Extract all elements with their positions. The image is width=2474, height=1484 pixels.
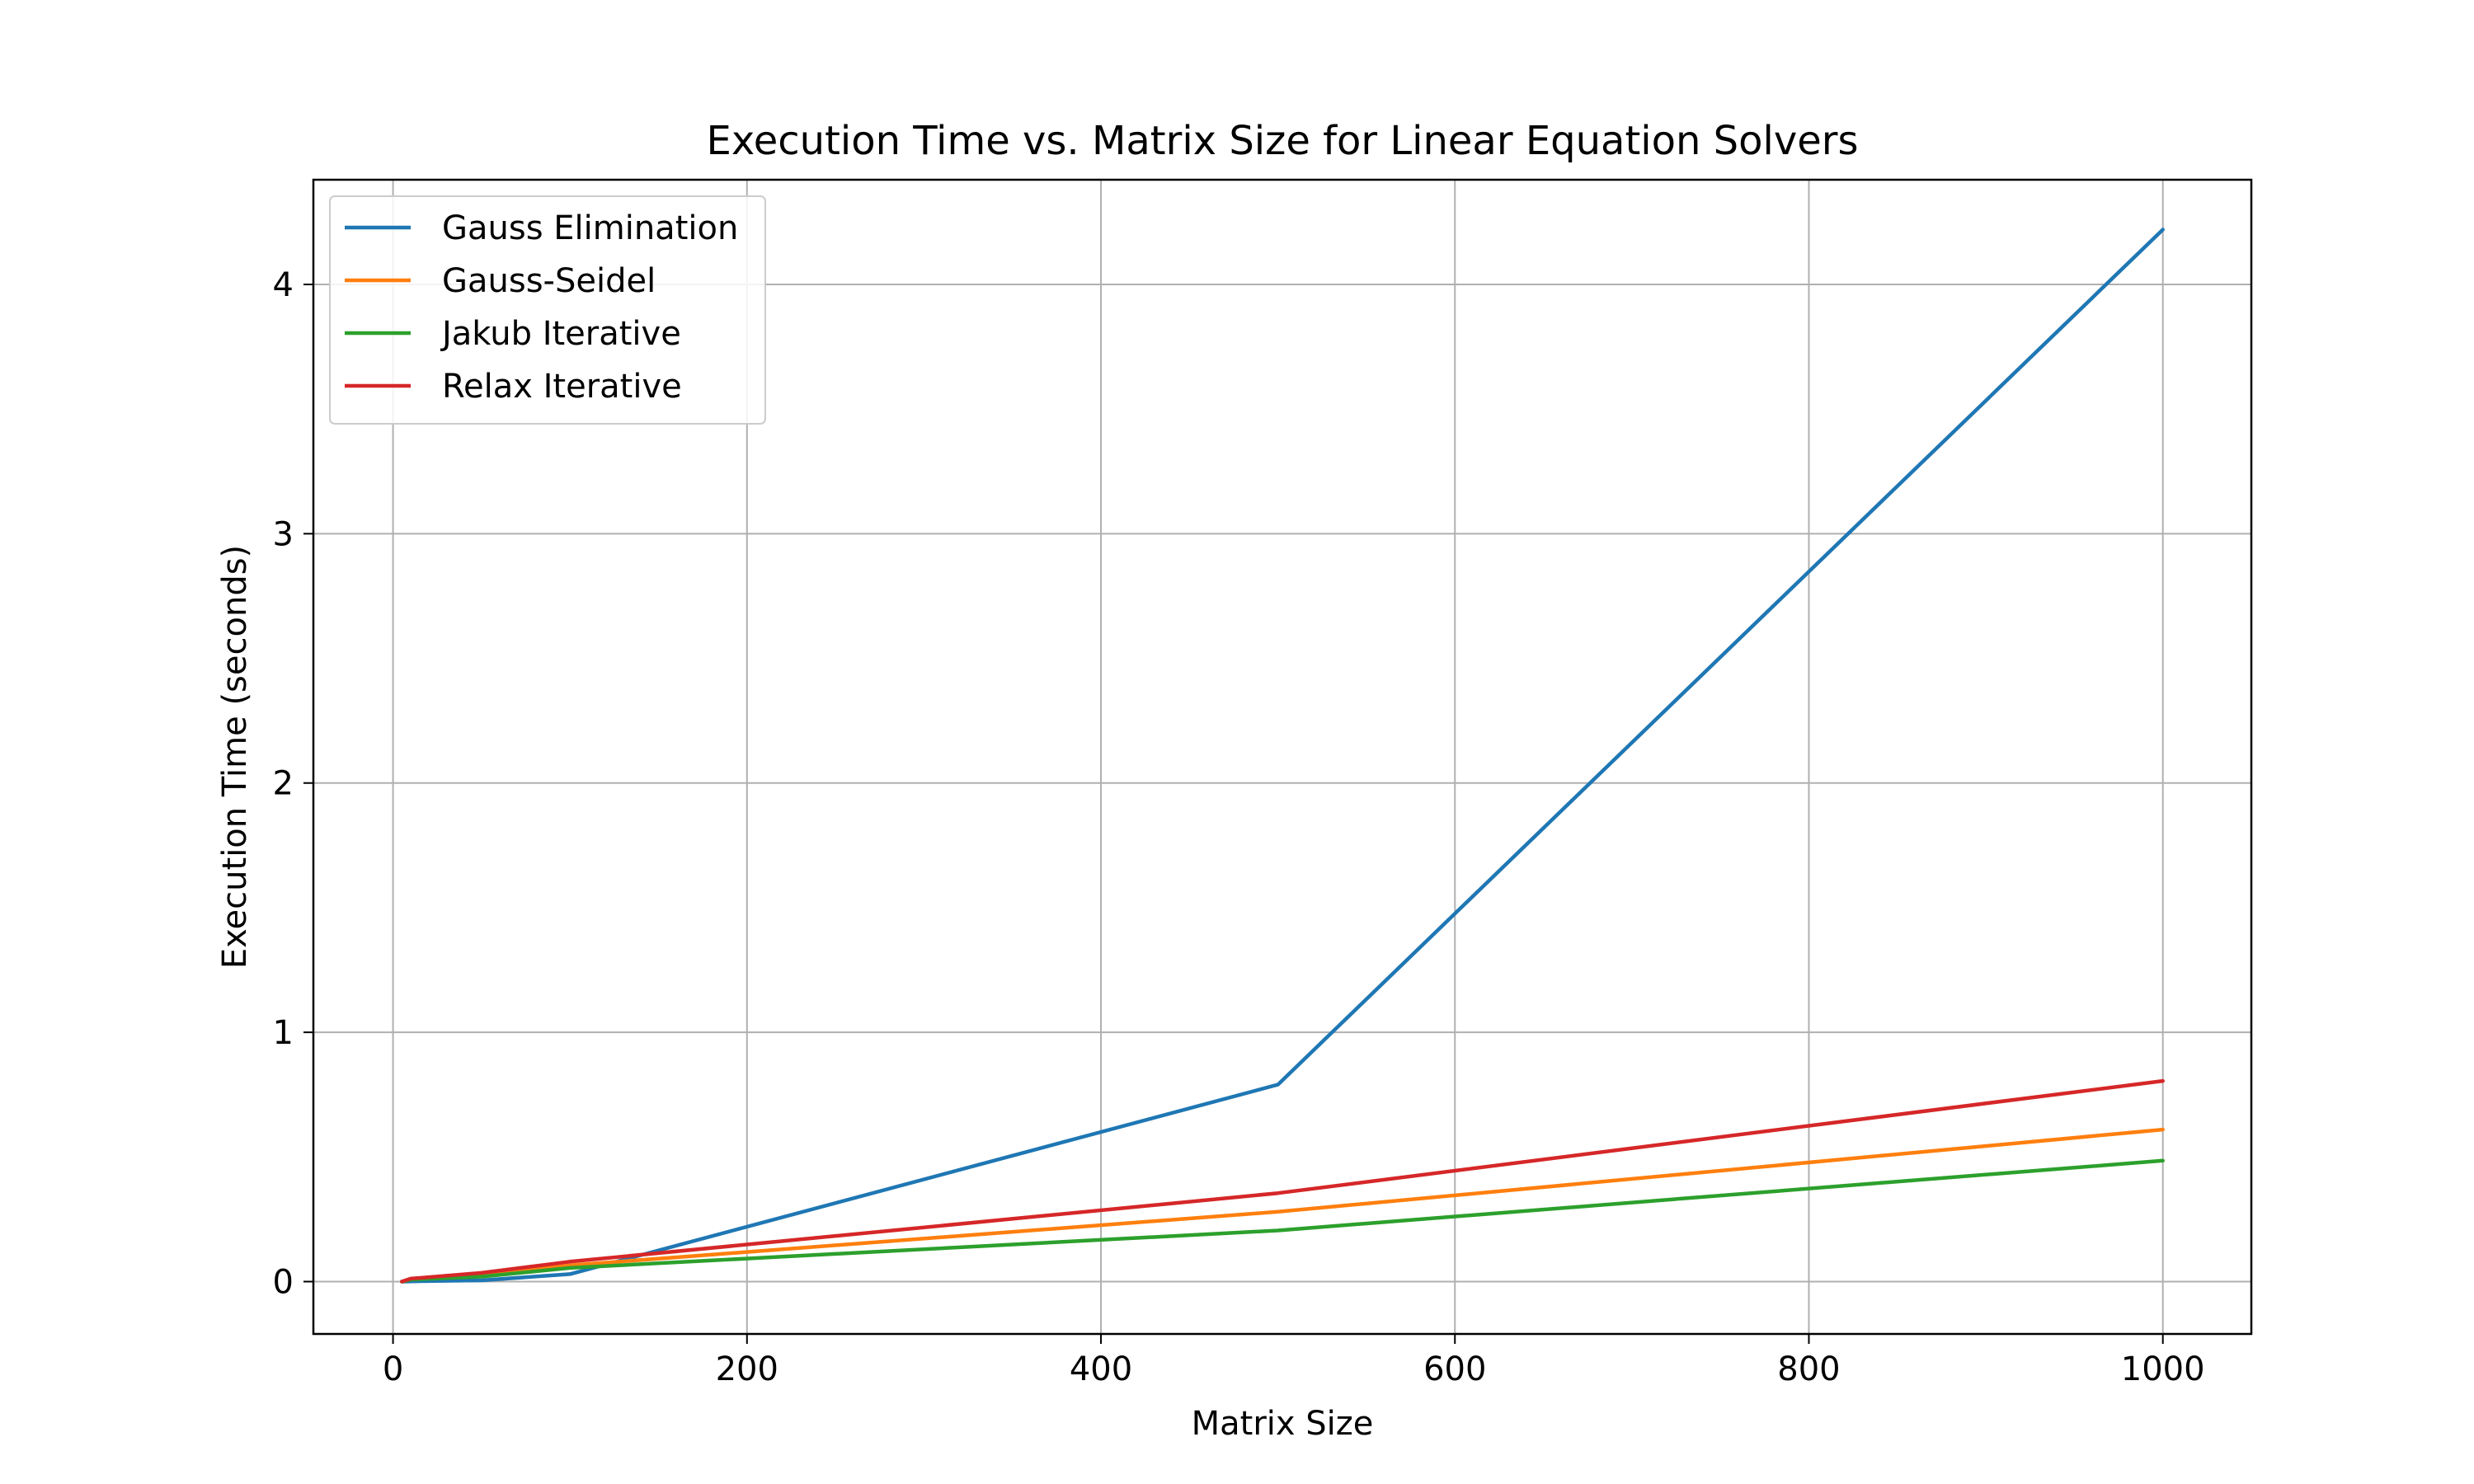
x-tick-label: 400 <box>1070 1350 1132 1388</box>
legend-label-gauss-seidel: Gauss-Seidel <box>442 262 656 300</box>
x-tick-label: 1000 <box>2121 1350 2205 1388</box>
axis-ticks: 0 200 400 600 800 1000 0 1 2 3 4 <box>273 266 2205 1388</box>
y-axis-label: Execution Time (seconds) <box>216 545 254 969</box>
legend-box <box>329 195 766 425</box>
x-tick-label: 0 <box>383 1350 403 1388</box>
data-series <box>400 228 2165 1284</box>
series-line-relax-iterative <box>400 1078 2165 1284</box>
legend-label-gauss-elimination: Gauss Elimination <box>442 209 738 247</box>
plot-area-frame <box>312 178 2253 1336</box>
x-axis-label: Matrix Size <box>1192 1405 1374 1443</box>
y-tick-label: 2 <box>273 765 294 803</box>
legend: Gauss Elimination Gauss-Seidel Jakub Itera… <box>329 195 766 425</box>
y-tick-label: 3 <box>273 515 294 553</box>
legend-label-relax-iterative: Relax Iterative <box>442 368 682 406</box>
y-tick-label: 1 <box>273 1014 294 1052</box>
y-tick-label: 4 <box>273 266 294 304</box>
x-tick-label: 200 <box>716 1350 778 1388</box>
x-tick-label: 800 <box>1777 1350 1840 1388</box>
y-tick-label: 0 <box>273 1264 294 1302</box>
x-tick-label: 600 <box>1423 1350 1486 1388</box>
legend-label-jakub-iterative: Jakub Iterative <box>440 315 681 353</box>
grid-lines <box>313 180 2251 1334</box>
chart-title: Execution Time vs. Matrix Size for Linea… <box>706 118 1858 164</box>
